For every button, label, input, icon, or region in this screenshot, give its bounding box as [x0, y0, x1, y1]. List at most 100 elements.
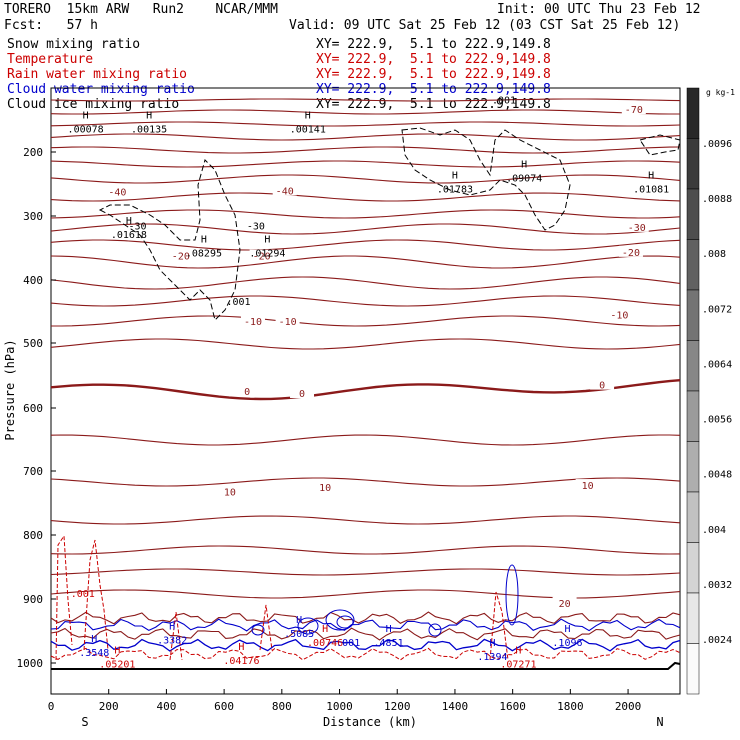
rain-max-label-high-marker: H — [114, 646, 120, 657]
model-title: TORERO 15km ARW Run2 NCAR/MMM — [4, 2, 278, 17]
cloud-water-contour — [297, 617, 319, 635]
isotherm-line — [50, 589, 681, 599]
isotherm-line — [50, 434, 681, 446]
ice-max-label-high-marker: H — [452, 170, 458, 181]
temperature-label: 10 — [224, 487, 236, 498]
cloud-water-contour — [428, 623, 442, 637]
colorbar-segment — [686, 340, 700, 392]
colorbar-segment — [686, 592, 700, 644]
temperature-label: -20 — [172, 252, 190, 263]
x-tick-label: 200 — [99, 700, 119, 713]
isotherm-line — [50, 515, 681, 525]
y-tick-label: 300 — [23, 210, 43, 223]
field-xy-range: XY= 222.9, 5.1 to 222.9,149.8 — [316, 82, 551, 97]
rain-contour — [83, 539, 109, 651]
isotherm-line — [50, 338, 681, 350]
x-axis-right-end: N — [656, 715, 663, 729]
isotherm-line — [50, 223, 681, 235]
boundary-layer-contour — [50, 618, 681, 632]
label-mask — [621, 103, 646, 115]
cloudwater-max-label: .1394 — [477, 652, 507, 663]
cloud-water-contour — [325, 609, 355, 631]
x-tick-label: 400 — [156, 700, 176, 713]
snow-max-label-high-marker: H — [146, 110, 152, 121]
cloud-water-group — [251, 564, 519, 637]
colorbar-segment — [686, 87, 700, 139]
cloudwater-max-label: .001 — [336, 638, 360, 649]
rain-max-label-high-marker: H — [322, 624, 328, 635]
ice-max-label: .09074 — [506, 174, 542, 185]
colorbar-segment — [686, 289, 700, 341]
rain-contour — [55, 534, 73, 661]
x-axis-label: Distance (km) — [323, 715, 417, 729]
colorbar-tick-label: .0096 — [702, 139, 732, 150]
x-tick-label: 2000 — [615, 700, 642, 713]
isotherm-line — [50, 109, 680, 115]
cloudwater-max-label-high-marker: H — [386, 624, 392, 635]
label-mask — [217, 485, 242, 497]
cloudwater-max-label-high-marker: H — [91, 634, 97, 645]
boundary-layer-contour — [50, 638, 681, 652]
y-tick-label: 500 — [23, 337, 43, 350]
rain-max-label-high-marker: H — [238, 642, 244, 653]
snow-max-label-high-marker: H — [83, 110, 89, 121]
y-tick-label: 900 — [23, 593, 43, 606]
label-mask — [607, 308, 632, 320]
label-mask — [272, 184, 297, 196]
ice-max-label-high-marker: H — [201, 234, 207, 245]
temperature-label: -40 — [108, 188, 126, 199]
colorbar-tick-label: .0056 — [702, 415, 732, 426]
x-tick-label: 1600 — [499, 700, 526, 713]
isotherm-line — [50, 209, 681, 219]
temperature-label: 20 — [559, 599, 571, 610]
label-mask — [275, 314, 300, 326]
ice-max-label: .01294 — [249, 248, 285, 259]
ice-max-label-high-marker: H — [521, 160, 527, 171]
cloudwater-max-label-high-marker: H — [564, 624, 570, 635]
cloudwater-max-label: .1096 — [552, 638, 582, 649]
label-mask — [590, 378, 615, 390]
isotherm-line — [51, 315, 681, 327]
isotherm-line — [50, 98, 681, 102]
field-label: Rain water mixing ratio — [7, 67, 188, 82]
temperature-label: -10 — [244, 317, 262, 328]
cloudwater-max-label: .3548 — [79, 648, 109, 659]
cloudwater-max-label-high-marker: H — [296, 615, 302, 626]
colorbar-segment — [686, 441, 700, 493]
cloud-water-contour — [336, 615, 354, 629]
y-axis-label: Pressure (hPa) — [3, 339, 17, 440]
isotherm-line — [50, 255, 681, 269]
temperature-label: -30 — [628, 223, 646, 234]
isotherm-line — [50, 477, 681, 487]
rain-max-label: .05201 — [99, 660, 135, 671]
isotherm-group — [50, 98, 681, 599]
x-tick-label: 1200 — [384, 700, 411, 713]
ice-max-label: .01081 — [633, 184, 669, 195]
colorbar-segment — [686, 643, 700, 695]
y-tick-label: 600 — [23, 402, 43, 415]
cloudwater-max-label: .4851 — [374, 638, 404, 649]
temperature-label: -20 — [622, 248, 640, 259]
temperature-label: 10 — [319, 483, 331, 494]
ice-max-label: .01618 — [111, 230, 147, 241]
x-tick-label: 800 — [272, 700, 292, 713]
ice-max-label-high-marker: H — [126, 216, 132, 227]
boundary-layer-contour — [50, 611, 681, 625]
colorbar-segment — [686, 188, 700, 240]
cloud-ice-group — [98, 127, 681, 321]
colorbar-tick-label: .0072 — [702, 304, 732, 315]
colorbar-segment — [686, 239, 700, 291]
cloudwater-max-label: .5085 — [284, 629, 314, 640]
temperature-label: 0 — [244, 387, 250, 398]
temperature-label: 10 — [582, 481, 594, 492]
colorbar-segment — [686, 491, 700, 543]
field-xy-range: XY= 222.9, 5.1 to 222.9,149.8 — [316, 37, 551, 52]
y-tick-label: 800 — [23, 529, 43, 542]
x-tick-label: 600 — [214, 700, 234, 713]
temperature-label: -10 — [279, 317, 297, 328]
ice-max-label: .001 — [492, 96, 516, 107]
label-mask — [618, 245, 643, 257]
colorbar-tick-label: .0064 — [702, 359, 732, 370]
x-tick-label: 1400 — [442, 700, 469, 713]
label-mask — [624, 220, 649, 232]
